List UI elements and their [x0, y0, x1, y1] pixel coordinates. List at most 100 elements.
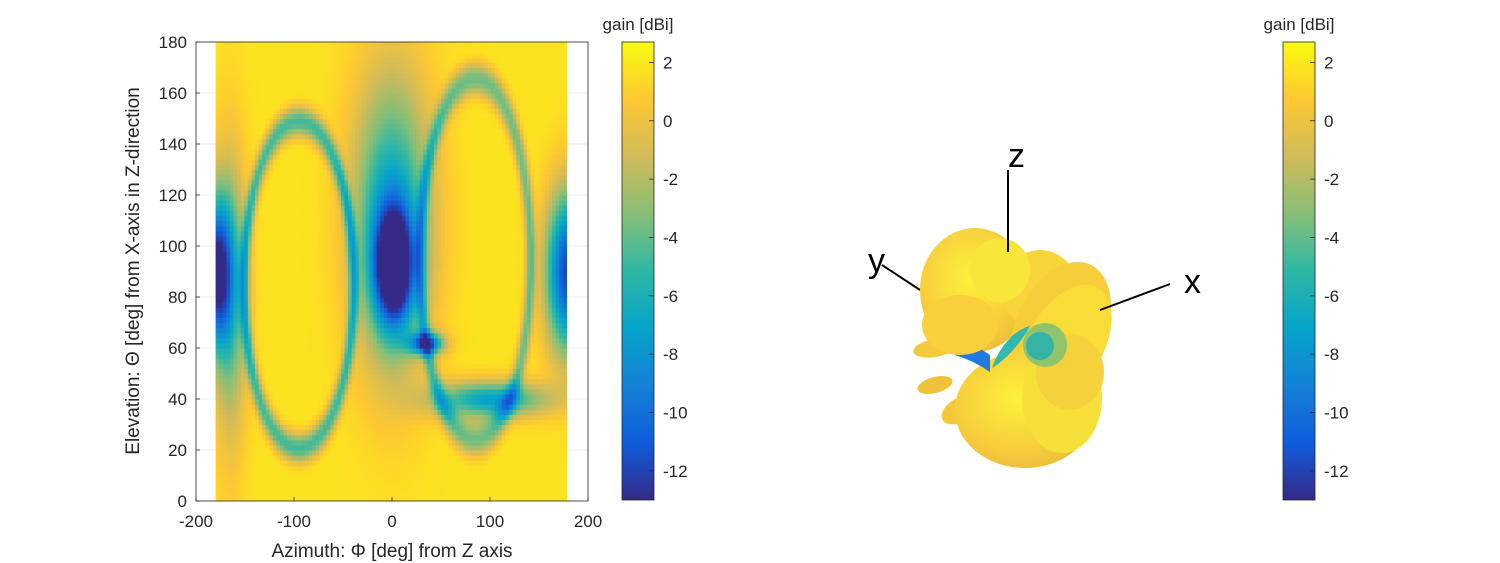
heatmap-cell — [297, 184, 303, 191]
heatmap-cell — [269, 429, 274, 436]
heatmap-cell — [344, 62, 349, 69]
heatmap-cell — [283, 312, 288, 318]
heatmap-cell — [297, 485, 303, 492]
heatmap-cell — [323, 215, 328, 222]
heatmap-cell — [219, 82, 224, 89]
heatmap-cell — [290, 87, 295, 94]
heatmap-cell — [233, 342, 238, 349]
heatmap-cell — [398, 195, 403, 201]
heatmap-cell — [308, 184, 313, 191]
heatmap-cell — [383, 465, 389, 471]
heatmap-cell — [391, 429, 396, 436]
heatmap-cell — [290, 342, 295, 349]
heatmap-cell — [380, 189, 385, 196]
heatmap-cell — [308, 470, 313, 477]
heatmap-cell — [240, 215, 245, 222]
heatmap-cell — [319, 393, 324, 400]
heatmap-cell — [244, 378, 249, 385]
heatmap-cell — [362, 184, 367, 191]
heatmap-cell — [294, 184, 299, 191]
heatmap-cell — [237, 128, 242, 135]
heatmap-cell — [276, 307, 281, 313]
heatmap-cell — [215, 399, 220, 405]
heatmap-cell — [398, 342, 403, 349]
heatmap-cell — [383, 72, 389, 79]
heatmap-cell — [319, 317, 324, 324]
heatmap-cell — [229, 67, 235, 74]
heatmap-cell — [383, 419, 389, 426]
heatmap-cell — [344, 373, 349, 380]
heatmap-cell — [254, 52, 260, 58]
heatmap-cell — [272, 77, 278, 84]
heatmap-cell — [265, 480, 270, 487]
heatmap-cell — [362, 291, 367, 298]
heatmap-cell — [280, 322, 285, 329]
heatmap-cell — [276, 189, 281, 196]
heatmap-cell — [394, 409, 399, 415]
heatmap-cell — [297, 337, 303, 344]
heatmap-cell — [323, 409, 328, 415]
heatmap-cell — [265, 307, 270, 313]
heatmap-cell — [315, 490, 321, 497]
heatmap-cell — [398, 52, 403, 58]
heatmap-cell — [247, 363, 252, 369]
heatmap-cell — [251, 404, 256, 410]
heatmap-cell — [376, 465, 381, 471]
heatmap-cell — [369, 470, 374, 477]
heatmap-cell — [365, 404, 371, 410]
heatmap-cell — [308, 215, 313, 222]
heatmap-cell — [408, 450, 414, 456]
heatmap-cell — [362, 225, 367, 232]
heatmap-cell — [351, 348, 356, 354]
heatmap-cell — [365, 414, 371, 420]
heatmap-cell — [348, 123, 353, 130]
heatmap-cell — [287, 98, 292, 104]
heatmap-cell — [408, 62, 414, 69]
heatmap-cell — [312, 322, 317, 329]
heatmap-cell — [401, 57, 406, 63]
heatmap-cell — [337, 439, 342, 446]
heatmap-cell — [387, 450, 392, 456]
heatmap-cell — [226, 444, 231, 451]
heatmap-cell — [319, 373, 324, 380]
heatmap-cell — [305, 256, 310, 262]
heatmap-cell — [294, 225, 299, 232]
heatmap-cell — [405, 164, 410, 171]
heatmap-cell — [337, 358, 342, 364]
heatmap-cell — [408, 72, 414, 79]
heatmap-cell — [355, 399, 360, 405]
heatmap-cell — [351, 123, 356, 130]
heatmap-cell — [244, 480, 249, 487]
heatmap-cell — [365, 399, 371, 405]
heatmap-cell — [391, 200, 396, 206]
heatmap-cell — [247, 307, 252, 313]
heatmap-cell — [254, 297, 260, 303]
heatmap-cell — [391, 348, 396, 354]
heatmap-cell — [283, 108, 288, 114]
heatmap-cell — [233, 169, 238, 176]
heatmap-cell — [290, 266, 295, 273]
heatmap-cell — [319, 52, 324, 58]
heatmap-cell — [358, 189, 363, 196]
heatmap-cell — [337, 429, 342, 436]
heatmap-cell — [297, 133, 303, 140]
heatmap-cell — [269, 123, 274, 130]
heatmap-cell — [290, 465, 295, 471]
heatmap-cell — [247, 42, 252, 48]
heatmap-cell — [383, 67, 389, 74]
heatmap-cell — [340, 256, 346, 262]
heatmap-cell — [244, 388, 249, 395]
heatmap-cell — [312, 358, 317, 364]
heatmap-cell — [276, 399, 281, 405]
heatmap-cell — [312, 215, 317, 222]
heatmap-cell — [269, 368, 274, 375]
heatmap-cell — [408, 419, 414, 426]
heatmap-cell — [254, 215, 260, 222]
heatmap-cell — [233, 77, 238, 84]
heatmap-cell — [344, 378, 349, 385]
heatmap-cell — [358, 485, 363, 492]
heatmap-cell — [215, 118, 220, 125]
heatmap-cell — [330, 138, 335, 145]
heatmap-cell — [405, 220, 410, 227]
heatmap-cell — [247, 184, 252, 191]
